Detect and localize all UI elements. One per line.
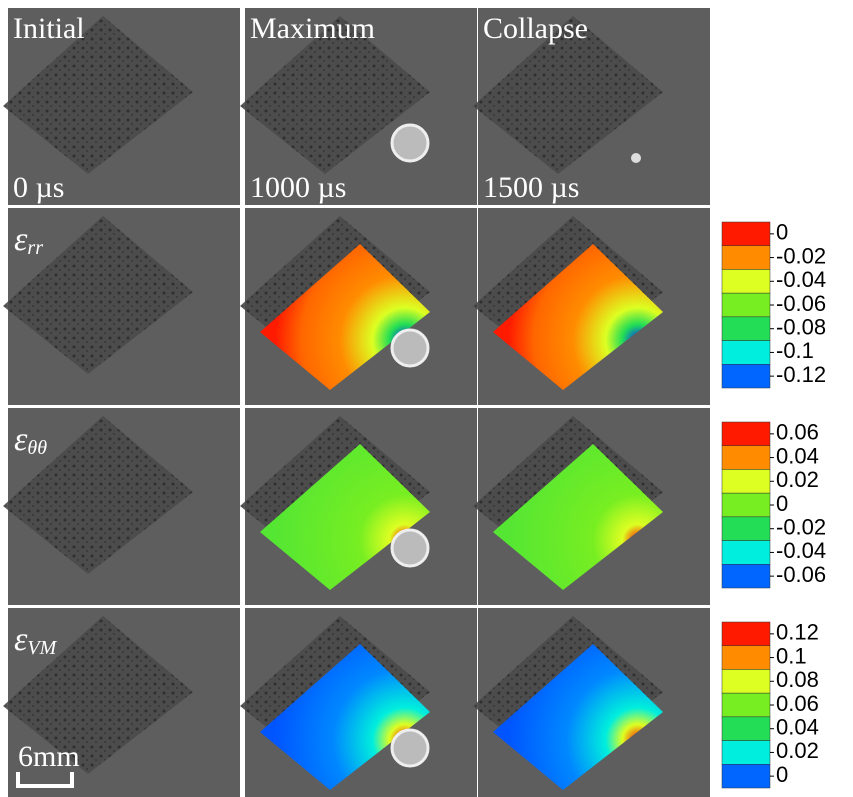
colorbar-band bbox=[722, 469, 770, 493]
colorbar-band bbox=[722, 646, 770, 670]
colorbar-label: 0.08 bbox=[776, 667, 819, 692]
panel bbox=[240, 408, 477, 605]
colorbar-band bbox=[722, 246, 770, 270]
bubble bbox=[392, 730, 428, 766]
colorbar-band bbox=[722, 693, 770, 717]
colorbar-band bbox=[722, 669, 770, 693]
colorbar-label: 0.06 bbox=[776, 691, 819, 716]
row-subscript: rr bbox=[27, 237, 43, 259]
column-title: Collapse bbox=[483, 12, 588, 45]
colorbar-label: -0.04 bbox=[776, 267, 826, 292]
bubble bbox=[392, 530, 428, 566]
colorbar-band bbox=[722, 446, 770, 470]
colorbar-label: 0.1 bbox=[776, 643, 807, 668]
panel bbox=[240, 608, 477, 797]
colorbar-band bbox=[722, 222, 770, 246]
row-subscript: θθ bbox=[27, 437, 47, 459]
colorbar-label: -0.06 bbox=[776, 291, 826, 316]
panel bbox=[473, 408, 710, 605]
colorbar-band bbox=[722, 764, 770, 788]
colorbar-band bbox=[722, 422, 770, 446]
row-subscript: VM bbox=[27, 637, 57, 659]
colorbar-label: 0.02 bbox=[776, 467, 819, 492]
time-label: 1500 µs bbox=[483, 171, 579, 204]
colorbar-label: 0.02 bbox=[776, 738, 819, 763]
scale-bar-label: 6mm bbox=[18, 740, 80, 773]
figure: Initial 0 µs Maximum 1000 µs Collapse 1500 µs… bbox=[0, 0, 853, 797]
colorbar-band bbox=[722, 364, 770, 388]
row-symbol: ε bbox=[14, 221, 28, 258]
colorbar-label: -0.08 bbox=[776, 315, 826, 340]
colorbar-label: 0.06 bbox=[776, 420, 819, 445]
bubble bbox=[392, 125, 428, 161]
colorbar-label: -0.06 bbox=[776, 562, 826, 587]
colorbar-band bbox=[722, 293, 770, 317]
colorbar-label: -0.02 bbox=[776, 515, 826, 540]
colorbar-band bbox=[722, 541, 770, 565]
colorbar-band bbox=[722, 741, 770, 765]
colorbar-label: 0.04 bbox=[776, 443, 819, 468]
colorbar-label: -0.02 bbox=[776, 243, 826, 268]
colorbar-label: -0.04 bbox=[776, 538, 826, 563]
bubble bbox=[392, 330, 428, 366]
time-label: 0 µs bbox=[13, 171, 64, 204]
colorbar-label: 0 bbox=[776, 762, 788, 787]
colorbar-label: 0 bbox=[776, 220, 788, 245]
colorbar-band bbox=[722, 717, 770, 741]
colorbar-label: -0.12 bbox=[776, 362, 826, 387]
colorbar-band bbox=[722, 517, 770, 541]
column-title: Maximum bbox=[250, 12, 375, 45]
panel bbox=[240, 208, 477, 405]
row-symbol: ε bbox=[14, 621, 28, 658]
colorbar-label: 0.04 bbox=[776, 715, 819, 740]
colorbar-label: 0.12 bbox=[776, 620, 819, 645]
panel bbox=[473, 208, 710, 405]
colorbar-band bbox=[722, 622, 770, 646]
time-label: 1000 µs bbox=[250, 171, 346, 204]
colorbar-band bbox=[722, 317, 770, 341]
colorbar-band bbox=[722, 564, 770, 588]
colorbar-band bbox=[722, 493, 770, 517]
colorbar-label: -0.1 bbox=[776, 338, 814, 363]
column-title: Initial bbox=[13, 12, 85, 45]
panel bbox=[473, 608, 710, 797]
colorbar-band bbox=[722, 341, 770, 365]
colorbar-label: 0 bbox=[776, 491, 788, 516]
bubble-spot bbox=[631, 153, 641, 163]
colorbar-band bbox=[722, 269, 770, 293]
row-symbol: ε bbox=[14, 421, 28, 458]
